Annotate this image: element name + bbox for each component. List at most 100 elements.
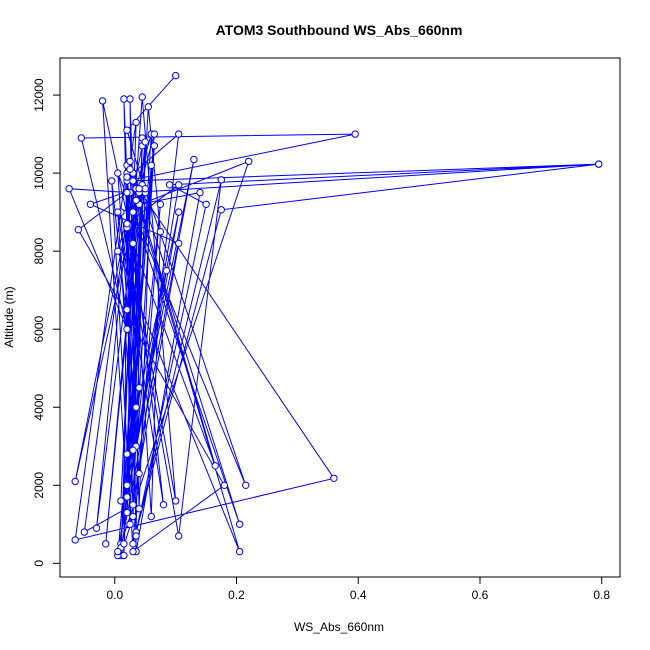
data-point	[138, 93, 146, 101]
chart-title: ATOM3 Southbound WS_Abs_660nm	[216, 22, 463, 38]
data-point	[126, 165, 134, 173]
data-point	[245, 157, 253, 166]
data-point	[77, 134, 86, 142]
data-point	[129, 177, 137, 185]
data-point	[242, 481, 250, 489]
data-point	[351, 130, 359, 138]
data-point	[123, 493, 131, 501]
data-point	[123, 220, 131, 228]
y-axis-label: Altitude (m)	[2, 286, 16, 347]
data-point	[135, 505, 143, 513]
y-axis: 0 2000 4000 6000 8000 10000 12000	[32, 78, 61, 567]
data-point	[202, 200, 210, 209]
data-point	[175, 208, 183, 216]
data-point	[126, 157, 134, 166]
data-point	[129, 547, 137, 556]
data-point	[126, 520, 134, 528]
data-point	[144, 103, 153, 111]
x-axis-label: WS_Abs_660nm	[294, 620, 384, 634]
y-tick-label: 10000	[32, 156, 46, 190]
data-point	[74, 226, 83, 234]
data-point	[175, 532, 183, 540]
data-point	[123, 508, 131, 517]
data-point	[123, 188, 131, 197]
data-point	[217, 206, 226, 214]
data-point	[86, 200, 95, 209]
data-point	[159, 501, 168, 509]
data-point	[117, 497, 125, 505]
data-point	[92, 524, 101, 532]
x-tick-label: 0.8	[593, 588, 610, 602]
y-tick-label: 6000	[32, 316, 46, 343]
data-point	[123, 173, 131, 181]
data-point	[217, 176, 226, 184]
plot-area	[65, 71, 603, 560]
data-point	[156, 200, 165, 209]
data-point	[129, 239, 137, 248]
x-tick-label: 0.6	[472, 588, 489, 602]
data-point	[129, 446, 137, 454]
data-point	[120, 551, 128, 560]
data-point	[123, 306, 131, 314]
data-point	[330, 474, 338, 482]
data-point	[80, 528, 89, 536]
data-point	[123, 126, 131, 134]
data-point	[132, 118, 140, 127]
data-point	[129, 501, 137, 509]
data-point	[71, 477, 79, 486]
data-point	[114, 547, 122, 556]
data-point	[114, 169, 122, 177]
data-point	[147, 512, 156, 521]
data-point	[175, 130, 183, 138]
x-tick-label: 0.2	[228, 588, 245, 602]
data-point	[132, 532, 140, 540]
data-point	[172, 71, 180, 80]
data-point	[132, 403, 140, 411]
data-point	[150, 130, 159, 138]
data-point	[172, 497, 180, 505]
data-point	[135, 384, 143, 392]
y-tick-label: 8000	[32, 237, 46, 264]
data-point	[129, 208, 137, 216]
data-point	[129, 512, 137, 521]
y-tick-label: 2000	[32, 472, 46, 499]
data-point	[108, 177, 116, 185]
data-point	[120, 95, 128, 103]
y-tick-label: 0	[32, 560, 46, 567]
data-point	[114, 247, 122, 255]
data-point	[595, 160, 603, 168]
data-point	[150, 142, 159, 150]
data-point	[220, 481, 229, 489]
data-point	[156, 228, 165, 236]
data-point	[123, 450, 131, 458]
data-point	[190, 155, 198, 164]
x-tick-label: 0.4	[350, 588, 367, 602]
y-tick-label: 12000	[32, 78, 46, 112]
data-point	[102, 540, 110, 548]
x-axis: 0.0 0.2 0.4 0.6 0.8	[106, 576, 610, 602]
data-point	[71, 536, 79, 544]
data-point	[120, 540, 128, 548]
data-point	[132, 196, 140, 205]
data-point	[123, 481, 131, 489]
data-point	[114, 208, 122, 216]
data-point	[65, 185, 73, 193]
y-tick-label: 4000	[32, 394, 46, 421]
data-point	[135, 469, 143, 478]
data-point	[235, 547, 244, 556]
data-point	[98, 97, 107, 105]
data-point	[175, 181, 183, 189]
data-point	[196, 188, 204, 197]
data-point	[235, 520, 244, 528]
data-point	[165, 181, 174, 189]
data-point	[126, 95, 134, 103]
data-point	[123, 325, 131, 333]
data-point	[141, 138, 149, 146]
x-tick-label: 0.0	[106, 588, 123, 602]
data-point	[135, 185, 143, 193]
data-point	[141, 185, 149, 193]
data-point	[211, 462, 219, 470]
data-point	[162, 267, 171, 275]
